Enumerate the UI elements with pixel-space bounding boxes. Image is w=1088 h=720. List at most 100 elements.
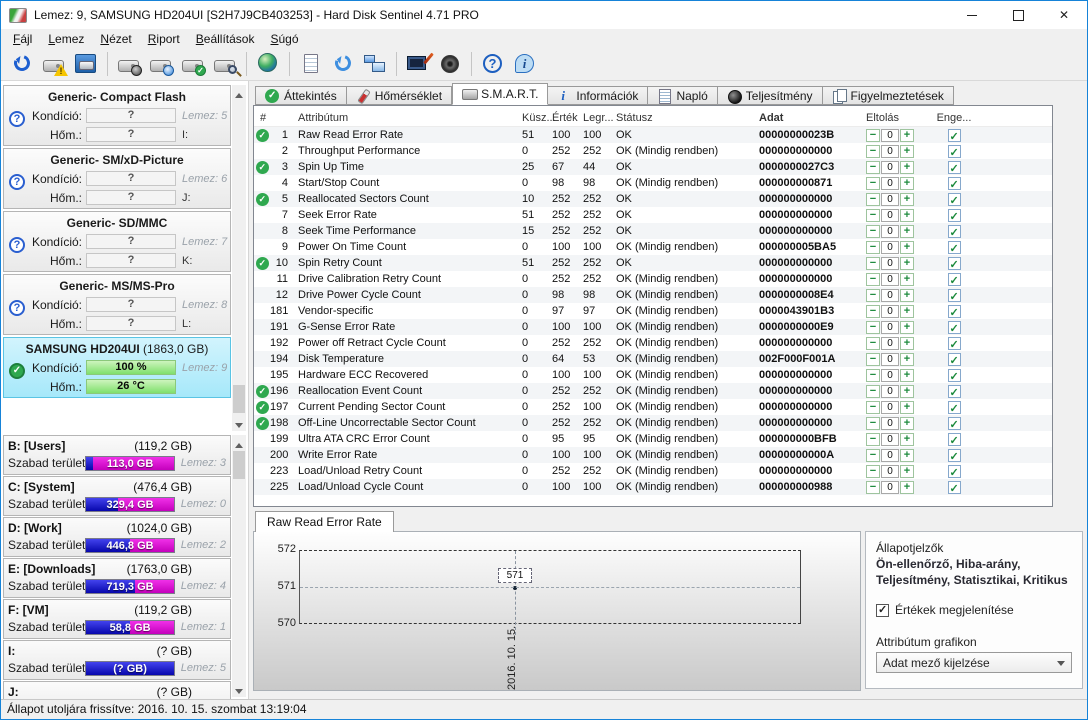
graph-tab[interactable]: Raw Read Error Rate <box>255 511 394 532</box>
offset-decrease-button[interactable]: − <box>866 368 880 382</box>
header-status[interactable]: Státusz <box>616 112 653 124</box>
enabled-checkbox[interactable] <box>947 272 961 289</box>
enabled-checkbox[interactable] <box>947 240 961 257</box>
offset-decrease-button[interactable]: − <box>866 320 880 334</box>
offset-decrease-button[interactable]: − <box>866 384 880 398</box>
offset-decrease-button[interactable]: − <box>866 432 880 446</box>
offset-increase-button[interactable]: + <box>900 336 914 350</box>
maximize-button[interactable] <box>995 1 1041 29</box>
offset-increase-button[interactable]: + <box>900 160 914 174</box>
enabled-checkbox[interactable] <box>947 304 961 321</box>
tab-ttekint-s[interactable]: Áttekintés <box>255 86 347 105</box>
header-value[interactable]: Érték <box>552 112 578 124</box>
offset-decrease-button[interactable]: − <box>866 272 880 286</box>
offset-increase-button[interactable]: + <box>900 272 914 286</box>
offset-increase-button[interactable]: + <box>900 384 914 398</box>
partition-card[interactable]: C: [System] (476,4 GB) Szabad terület 32… <box>3 476 231 516</box>
header-worst[interactable]: Legr... <box>583 112 614 124</box>
partition-card[interactable]: F: [VM] (119,2 GB) Szabad terület 58,8 G… <box>3 599 231 639</box>
scrollbar-thumb[interactable] <box>233 385 245 413</box>
menu-f-jl[interactable]: Fájl <box>13 31 33 46</box>
offset-increase-button[interactable]: + <box>900 432 914 446</box>
offset-decrease-button[interactable]: − <box>866 224 880 238</box>
offset-decrease-button[interactable]: − <box>866 304 880 318</box>
enabled-checkbox[interactable] <box>947 416 961 433</box>
table-row[interactable]: 3 Spin Up Time 25 67 44 OK 0000000027C3 … <box>254 159 1052 177</box>
table-row[interactable]: 1 Raw Read Error Rate 51 100 100 OK 0000… <box>254 127 1052 145</box>
enabled-checkbox[interactable] <box>947 160 961 177</box>
enabled-checkbox[interactable] <box>947 448 961 465</box>
offset-increase-button[interactable]: + <box>900 176 914 190</box>
table-row[interactable]: 195 Hardware ECC Recovered 0 100 100 OK … <box>254 367 1052 385</box>
enabled-checkbox[interactable] <box>947 192 961 209</box>
offset-increase-button[interactable]: + <box>900 416 914 430</box>
tab-figyelmeztet-sek[interactable]: Figyelmeztetések <box>822 86 954 105</box>
offset-decrease-button[interactable]: − <box>866 144 880 158</box>
offset-increase-button[interactable]: + <box>900 368 914 382</box>
partition-card[interactable]: I: (? GB) Szabad terület (? GB) Lemez: 5 <box>3 640 231 680</box>
table-row[interactable]: 192 Power off Retract Cycle Count 0 252 … <box>254 335 1052 353</box>
show-values-row[interactable]: Értékek megjelenítése <box>876 603 1072 617</box>
device-card[interactable]: SAMSUNG HD204UI (1863,0 GB) ✓ Kondíció: … <box>3 337 231 398</box>
table-row[interactable]: 10 Spin Retry Count 51 252 252 OK 000000… <box>254 255 1052 273</box>
enabled-checkbox[interactable] <box>947 256 961 273</box>
table-row[interactable]: 198 Off-Line Uncorrectable Sector Count … <box>254 415 1052 433</box>
enabled-checkbox[interactable] <box>947 336 961 353</box>
table-row[interactable]: 181 Vendor-specific 0 97 97 OK (Mindig r… <box>254 303 1052 321</box>
header-threshold[interactable]: Küsz... <box>522 112 556 124</box>
offset-decrease-button[interactable]: − <box>866 176 880 190</box>
header-num[interactable]: # <box>260 112 267 124</box>
offset-decrease-button[interactable]: − <box>866 480 880 494</box>
partition-card[interactable]: B: [Users] (119,2 GB) Szabad terület 113… <box>3 435 231 475</box>
close-button[interactable] <box>1041 1 1087 29</box>
offset-decrease-button[interactable]: − <box>866 208 880 222</box>
show-values-checkbox[interactable] <box>876 603 889 617</box>
offset-increase-button[interactable]: + <box>900 464 914 478</box>
offset-decrease-button[interactable]: − <box>866 448 880 462</box>
offset-increase-button[interactable]: + <box>900 192 914 206</box>
enabled-checkbox[interactable] <box>947 176 961 193</box>
menu-n-zet[interactable]: Nézet <box>100 31 132 46</box>
offset-increase-button[interactable]: + <box>900 352 914 366</box>
offset-increase-button[interactable]: + <box>900 208 914 222</box>
table-row[interactable]: 9 Power On Time Count 0 100 100 OK (Mind… <box>254 239 1052 257</box>
refresh-icon[interactable] <box>7 50 37 78</box>
table-row[interactable]: 225 Load/Unload Cycle Count 0 100 100 OK… <box>254 479 1052 497</box>
enabled-checkbox[interactable] <box>947 384 961 401</box>
tab-h-m-rs-klet[interactable]: Hőmérséklet <box>346 86 453 105</box>
table-row[interactable]: 5 Reallocated Sectors Count 10 252 252 O… <box>254 191 1052 209</box>
table-row[interactable]: 191 G-Sense Error Rate 0 100 100 OK (Min… <box>254 319 1052 337</box>
report-icon[interactable] <box>296 50 326 78</box>
offset-increase-button[interactable]: + <box>900 240 914 254</box>
attribute-graph-dropdown[interactable]: Adat mező kijelzése <box>876 652 1072 674</box>
scrollbar-thumb[interactable] <box>233 451 245 479</box>
header-enabled[interactable]: Enge... <box>936 111 972 124</box>
enabled-checkbox[interactable] <box>947 400 961 417</box>
speaker-icon[interactable] <box>435 50 465 78</box>
device-list-scrollbar[interactable] <box>232 85 246 431</box>
disk-clock-icon[interactable] <box>146 50 176 78</box>
offset-decrease-button[interactable]: − <box>866 240 880 254</box>
offset-increase-button[interactable]: + <box>900 304 914 318</box>
table-row[interactable]: 11 Drive Calibration Retry Count 0 252 2… <box>254 271 1052 289</box>
offset-decrease-button[interactable]: − <box>866 416 880 430</box>
table-row[interactable]: 197 Current Pending Sector Count 0 252 1… <box>254 399 1052 417</box>
offset-increase-button[interactable]: + <box>900 288 914 302</box>
partition-card[interactable]: E: [Downloads] (1763,0 GB) Szabad terüle… <box>3 558 231 598</box>
table-row[interactable]: 194 Disk Temperature 0 64 53 OK (Mindig … <box>254 351 1052 369</box>
tab-s-m-a-r-t[interactable]: S.M.A.R.T. <box>452 83 549 105</box>
offset-decrease-button[interactable]: − <box>866 400 880 414</box>
table-row[interactable]: 223 Load/Unload Retry Count 0 252 252 OK… <box>254 463 1052 481</box>
disk-panel-icon[interactable] <box>71 50 101 78</box>
menu-s-g[interactable]: Súgó <box>270 31 299 46</box>
enabled-checkbox[interactable] <box>947 432 961 449</box>
disk-check-icon[interactable]: ✓ <box>178 50 208 78</box>
menu-lemez[interactable]: Lemez <box>48 31 85 46</box>
offset-increase-button[interactable]: + <box>900 144 914 158</box>
table-row[interactable]: 199 Ultra ATA CRC Error Count 0 95 95 OK… <box>254 431 1052 449</box>
enabled-checkbox[interactable] <box>947 464 961 481</box>
monitor-icon[interactable] <box>403 50 434 78</box>
scroll-up-icon[interactable] <box>232 435 246 449</box>
header-attribute[interactable]: Attribútum <box>298 112 349 124</box>
partition-list-scrollbar[interactable] <box>232 435 246 697</box>
